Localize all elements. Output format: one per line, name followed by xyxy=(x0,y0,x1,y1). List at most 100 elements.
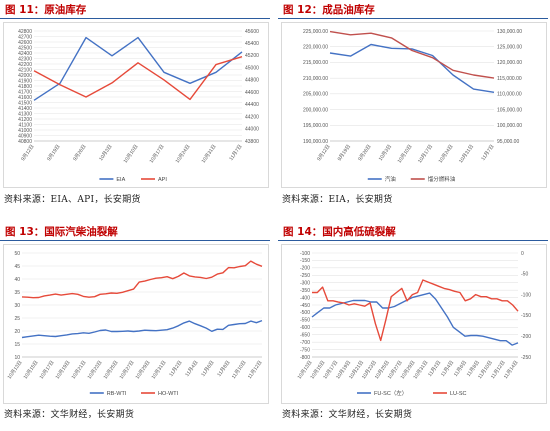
x-tick-label: 10月3日 xyxy=(378,144,393,162)
y-tick-label-right: -50 xyxy=(521,272,528,278)
y-tick-label-left: 25 xyxy=(14,316,20,322)
y-tick-label-left: 42600 xyxy=(18,40,32,46)
x-tick-label: 11月8日 xyxy=(216,360,231,378)
y-tick-label-left: 20 xyxy=(14,329,20,335)
legend-label: RB-WTI xyxy=(107,391,127,397)
y-tick-label-right: 0 xyxy=(521,251,524,257)
series-line-0 xyxy=(311,292,519,346)
chart-panel-crude-inventory: 图 11：原油库存 40800 40900 41000 41100 41200 41300… xyxy=(0,0,270,209)
y-tick-label-left: 42200 xyxy=(18,62,32,68)
series-line-0 xyxy=(329,43,495,93)
chart-area: -800 -750 -700 -650 -600 -550 -500 -450 -400 -350… xyxy=(281,244,547,404)
x-tick-label: 9月19日 xyxy=(46,144,61,162)
series-line-0 xyxy=(33,36,243,101)
x-tick-label: 10月29日 xyxy=(135,360,152,381)
legend-label: LU-SC xyxy=(450,391,467,397)
y-tick-label-left: -750 xyxy=(300,347,310,353)
x-tick-label: 11月7日 xyxy=(228,144,243,162)
y-tick-label-right: 110,000.00 xyxy=(497,92,522,98)
y-tick-label-right: -250 xyxy=(521,355,531,361)
y-tick-label-left: -550 xyxy=(300,318,310,324)
legend-label: EIA xyxy=(116,177,125,183)
y-tick-label-left: 200,000.00 xyxy=(303,107,328,113)
y-tick-label-left: -700 xyxy=(300,340,310,346)
y-tick-label-left: 50 xyxy=(14,251,20,257)
y-tick-label-right: 44600 xyxy=(245,90,259,96)
y-tick-label-right: 45200 xyxy=(245,53,259,59)
x-tick-label: 11月4日 xyxy=(184,360,199,378)
x-tick-label: 10月10日 xyxy=(397,144,414,165)
y-tick-label-right: 105,000.00 xyxy=(497,107,522,113)
x-tick-label: 10月17日 xyxy=(149,144,166,165)
x-tick-label: 10月17日 xyxy=(39,360,56,381)
y-tick-label-left: 195,000.00 xyxy=(303,123,328,129)
x-tick-label: 10月31日 xyxy=(201,144,218,165)
chart-area: 40800 40900 41000 41100 41200 41300 41400 41500… xyxy=(3,22,269,188)
x-tick-label: 10月25日 xyxy=(103,360,120,381)
x-tick-label: 10月27日 xyxy=(119,360,136,381)
y-tick-label-left: 41300 xyxy=(18,111,32,117)
x-tick-label: 11月12日 xyxy=(247,360,264,380)
x-tick-label: 10月19日 xyxy=(55,360,72,381)
y-tick-label-left: 41000 xyxy=(18,128,32,134)
y-tick-label-left: 42100 xyxy=(18,67,32,73)
chart-title: 图 11：原油库存 xyxy=(5,4,87,16)
panel-header: 图 13：国际汽柴油裂解 xyxy=(0,222,270,241)
y-tick-label-right: 100,000.00 xyxy=(497,123,522,129)
y-tick-label-left: 205,000.00 xyxy=(303,92,328,98)
y-tick-label-left: 41700 xyxy=(18,89,32,95)
x-tick-label: 10月21日 xyxy=(71,360,88,381)
x-tick-label: 9月19日 xyxy=(337,144,352,162)
y-tick-label-right: 44200 xyxy=(245,114,259,120)
y-tick-label-left: 41600 xyxy=(18,95,32,101)
chart-svg: -800-750-700-650-600-550-500-450-400-350… xyxy=(297,251,532,397)
y-tick-label-left: 42300 xyxy=(18,56,32,62)
y-tick-label-left: 40 xyxy=(14,277,20,283)
y-tick-label-right: 44800 xyxy=(245,78,259,84)
chart-svg: 4080040900410004110041200413004140041500… xyxy=(18,29,259,183)
y-tick-label-left: 190,000.00 xyxy=(303,139,328,145)
chart-title: 图 13：国际汽柴油裂解 xyxy=(5,226,118,238)
legend-label: API xyxy=(158,177,167,183)
x-tick-label: 11月7日 xyxy=(480,144,495,162)
series-line-1 xyxy=(33,56,243,101)
y-tick-label-left: -650 xyxy=(300,333,310,339)
x-tick-label: 11月2日 xyxy=(168,360,183,378)
y-tick-label-left: 41900 xyxy=(18,78,32,84)
y-tick-label-right: 120,000.00 xyxy=(497,60,522,66)
legend-label: 馏分燃料油 xyxy=(428,175,456,183)
y-tick-label-right: 44000 xyxy=(245,127,259,133)
chart-panel-intl-crack: 图 13：国际汽柴油裂解 10 15 20 25 30 35 40 45 50 10月13日 10月… xyxy=(0,222,270,431)
y-tick-label-left: -500 xyxy=(300,310,310,316)
chart-panel-domestic-sulfur-crack: 图 14：国内高低硫裂解 -800 -750 -700 -650 -600 -550 -50… xyxy=(278,222,548,431)
y-tick-label-left: 40900 xyxy=(18,133,32,139)
series-line-1 xyxy=(329,30,495,79)
y-tick-label-left: 210,000.00 xyxy=(303,76,328,82)
y-tick-label-left: 30 xyxy=(14,303,20,309)
y-tick-label-left: 35 xyxy=(14,290,20,296)
x-tick-label: 9月26日 xyxy=(72,144,87,162)
panel-header: 图 11：原油库存 xyxy=(0,0,270,19)
y-tick-label-right: 45600 xyxy=(245,29,259,35)
y-tick-label-right: 44400 xyxy=(245,102,259,108)
x-tick-label: 10月10日 xyxy=(123,144,140,165)
x-tick-label: 10月23日 xyxy=(87,360,104,381)
y-tick-label-right: 95,000.00 xyxy=(497,139,519,145)
y-tick-label-left: 225,000.00 xyxy=(303,29,328,35)
y-tick-label-right: 115,000.00 xyxy=(497,76,522,82)
y-tick-label-left: -400 xyxy=(300,295,310,301)
y-tick-label-right: -100 xyxy=(521,292,531,298)
x-tick-label: 10月15日 xyxy=(23,360,40,381)
legend-label: HO-WTI xyxy=(158,391,179,397)
x-tick-label: 9月12日 xyxy=(20,144,35,162)
panel-header: 图 12：成品油库存 xyxy=(278,0,548,19)
y-tick-label-right: -150 xyxy=(521,313,531,319)
x-tick-label: 10月24日 xyxy=(175,144,192,165)
y-tick-label-left: -150 xyxy=(300,258,310,264)
x-tick-label: 10月3日 xyxy=(98,144,113,162)
y-tick-label-left: -200 xyxy=(300,266,310,272)
x-tick-label: 10月17日 xyxy=(417,144,434,165)
x-tick-label: 10月31日 xyxy=(151,360,168,381)
y-tick-label-left: 220,000.00 xyxy=(303,45,328,51)
y-tick-label-left: 42800 xyxy=(18,29,32,35)
